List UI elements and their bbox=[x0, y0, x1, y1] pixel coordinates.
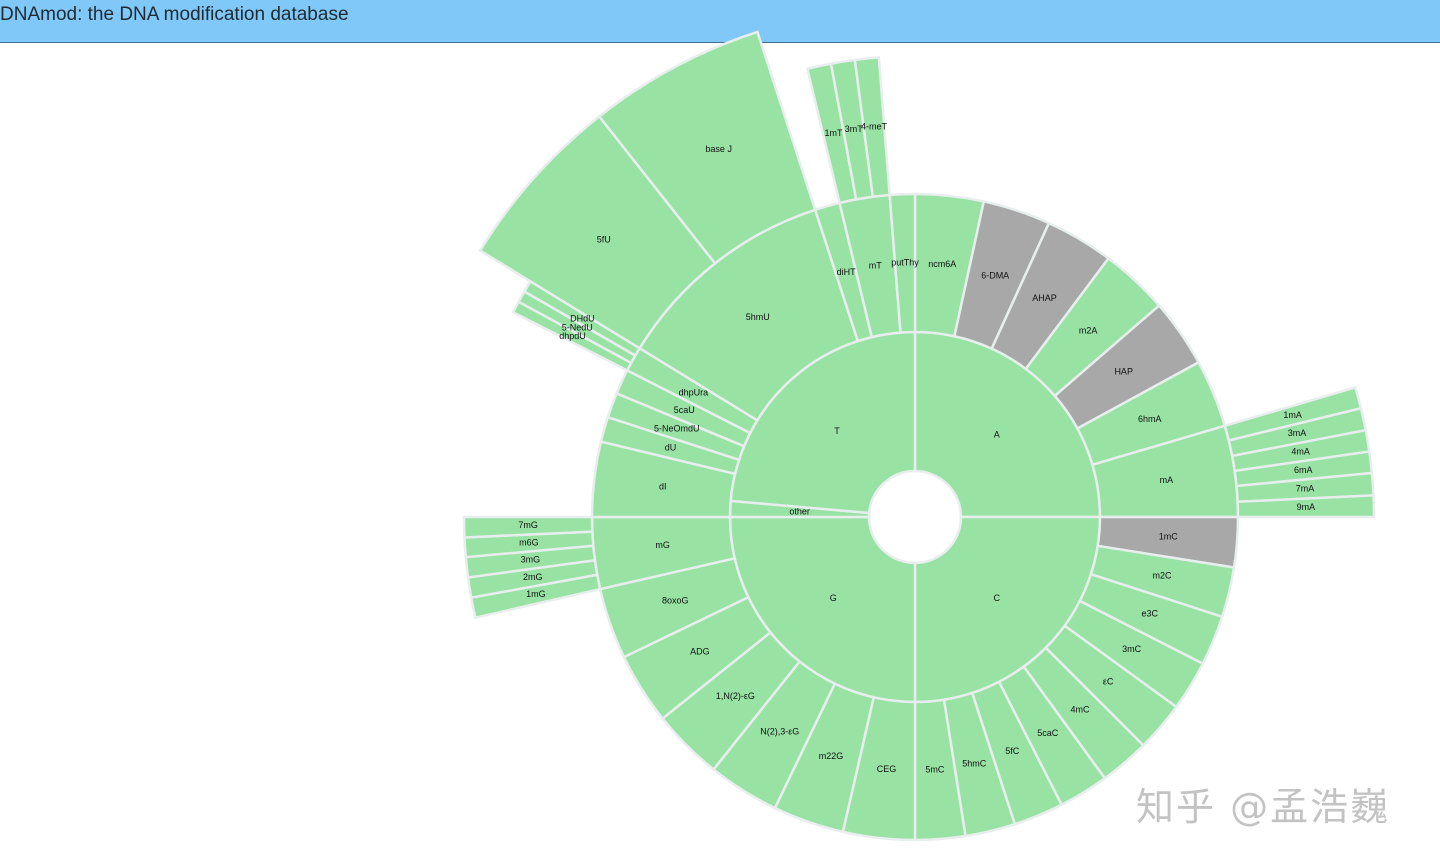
label-9ma: 9mA bbox=[1297, 502, 1316, 512]
label-dhdu: DHdU bbox=[570, 313, 595, 323]
label-3ma: 3mA bbox=[1288, 428, 1307, 438]
label-1mt: 1mT bbox=[825, 128, 844, 138]
label-1-n-2-epsilong: 1,N(2)-εG bbox=[716, 691, 755, 701]
label-5hmu: 5hmU bbox=[746, 312, 770, 322]
label-ahap: AHAP bbox=[1032, 293, 1057, 303]
label-dhpdu: dhpdU bbox=[559, 331, 586, 341]
label-3mg: 3mG bbox=[521, 554, 541, 564]
label-5hmc: 5hmC bbox=[962, 758, 987, 768]
label-1mc: 1mC bbox=[1159, 531, 1179, 541]
label-hap: HAP bbox=[1114, 367, 1133, 377]
label-mg: mG bbox=[655, 540, 670, 550]
label-n-2-3-epsilong: N(2),3-εG bbox=[760, 726, 799, 736]
label-m2a: m2A bbox=[1079, 325, 1098, 335]
watermark-text: 知乎 @孟浩巍 bbox=[1136, 785, 1391, 829]
label-e3c: e3C bbox=[1141, 609, 1158, 619]
label-epsilonc: εC bbox=[1103, 676, 1114, 686]
label-ncm6a: ncm6A bbox=[928, 259, 956, 269]
label-1ma: 1mA bbox=[1283, 410, 1302, 420]
label-m22g: m22G bbox=[819, 751, 844, 761]
label-diht: diHT bbox=[837, 267, 857, 277]
label-c: C bbox=[993, 593, 1000, 603]
label-t: T bbox=[834, 426, 840, 436]
label-5-nedu: 5-NedU bbox=[562, 322, 593, 332]
label-5mc: 5mC bbox=[925, 765, 945, 775]
label-5cac: 5caC bbox=[1037, 728, 1059, 738]
label-adg: ADG bbox=[690, 647, 710, 657]
page-title: DNAmod: the DNA modification database bbox=[0, 4, 349, 25]
label-6ma: 6mA bbox=[1294, 465, 1313, 475]
label-base-j: base J bbox=[705, 144, 732, 154]
label-3mt: 3mT bbox=[845, 124, 864, 134]
label-dhpura: dhpUra bbox=[679, 387, 709, 397]
arc-base-j[interactable] bbox=[597, 30, 817, 266]
label-ceg: CEG bbox=[877, 764, 897, 774]
label-5fu: 5fU bbox=[597, 235, 611, 245]
label-putthy: putThy bbox=[891, 258, 919, 268]
label-a: A bbox=[994, 430, 1000, 440]
label-4mc: 4mC bbox=[1070, 704, 1090, 714]
label-du: dU bbox=[665, 442, 677, 452]
label-4ma: 4mA bbox=[1291, 446, 1310, 456]
sunburst-center-hole bbox=[869, 471, 961, 563]
label-8oxog: 8oxoG bbox=[662, 595, 689, 605]
label-mt: mT bbox=[869, 260, 882, 270]
label-di: dI bbox=[659, 481, 667, 491]
label-m2c: m2C bbox=[1152, 571, 1172, 581]
label-3mc: 3mC bbox=[1122, 644, 1142, 654]
label-5cau: 5caU bbox=[674, 405, 695, 415]
label-m6g: m6G bbox=[519, 537, 539, 547]
label-7mg: 7mG bbox=[518, 520, 538, 530]
label-ma: mA bbox=[1160, 475, 1174, 485]
label-2mg: 2mG bbox=[523, 572, 543, 582]
label-6hma: 6hmA bbox=[1138, 414, 1162, 424]
header-bar: DNAmod: the DNA modification database bbox=[0, 0, 1440, 43]
label-4-met: 4-meT bbox=[861, 121, 888, 131]
label-7ma: 7mA bbox=[1296, 483, 1315, 493]
label-1mg: 1mG bbox=[526, 589, 546, 599]
label-5fc: 5fC bbox=[1005, 746, 1020, 756]
arc-putthy[interactable] bbox=[888, 192, 917, 334]
label-other: other bbox=[789, 506, 810, 516]
label-g: G bbox=[830, 593, 837, 603]
label-5-neomdu: 5-NeOmdU bbox=[654, 423, 700, 433]
label-6-dma: 6-DMA bbox=[981, 270, 1009, 280]
